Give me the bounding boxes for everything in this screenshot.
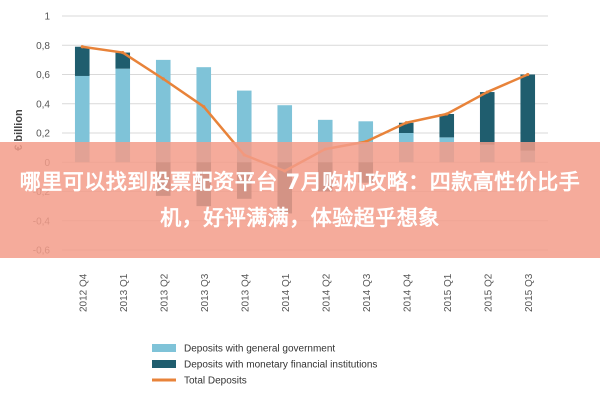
total-deposits-point	[404, 121, 408, 125]
bar-monetary-institutions	[398, 122, 414, 133]
x-tick-label: 2014 Q3	[362, 273, 373, 312]
x-tick-label: 2015 Q3	[524, 273, 535, 312]
y-tick-label: 1	[44, 12, 50, 23]
total-deposits-point	[121, 50, 125, 55]
x-tick-label: 2014 Q2	[321, 273, 332, 312]
y-axis-title: € billion	[13, 109, 25, 151]
legend-swatch	[152, 360, 176, 368]
x-tick-label: 2013 Q2	[159, 273, 170, 312]
total-deposits-point	[80, 45, 84, 49]
banner-text: 哪里可以找到股票配资平台 7月购机攻略：四款高性价比手机，好评满满，体验超乎想象	[19, 170, 581, 230]
total-deposits-point	[485, 90, 489, 94]
legend-label: Deposits with monetary financial institu…	[184, 360, 377, 371]
bar-monetary-institutions	[74, 46, 90, 76]
x-tick-label: 2014 Q1	[281, 273, 292, 312]
y-tick-label: 0,4	[36, 99, 50, 110]
legend-swatch	[152, 344, 176, 352]
x-tick-label: 2014 Q4	[402, 273, 413, 312]
y-tick-label: 0,2	[36, 129, 50, 140]
bar-monetary-institutions	[115, 52, 131, 69]
legend-label: Deposits with general government	[184, 344, 335, 355]
total-deposits-point	[202, 105, 206, 109]
x-tick-label: 2013 Q4	[240, 273, 251, 312]
x-tick-label: 2015 Q2	[483, 273, 494, 312]
y-tick-label: 0,6	[36, 70, 50, 81]
bar-general-government	[115, 68, 131, 163]
total-deposits-point	[526, 72, 530, 77]
bar-monetary-institutions	[520, 74, 536, 151]
x-tick-label: 2013 Q3	[200, 273, 211, 312]
bar-general-government	[196, 67, 212, 163]
promo-banner: 哪里可以找到股票配资平台 7月购机攻略：四款高性价比手机，好评满满，体验超乎想象	[0, 142, 600, 258]
legend-label: Total Deposits	[184, 376, 247, 387]
x-tick-label: 2012 Q4	[78, 273, 89, 312]
total-deposits-point	[445, 112, 449, 116]
x-tick-label: 2013 Q1	[119, 273, 130, 312]
bar-monetary-institutions	[439, 113, 455, 138]
y-tick-label: 0,8	[36, 41, 50, 52]
bar-general-government	[74, 75, 90, 163]
bar-general-government	[155, 59, 171, 163]
legend: Deposits with general government Deposits…	[152, 344, 377, 387]
x-tick-label: 2015 Q1	[443, 273, 454, 312]
total-deposits-point	[161, 77, 165, 81]
bar-monetary-institutions	[479, 92, 495, 145]
x-axis-ticks: 2012 Q4 2013 Q1 2013 Q2 2013 Q3 2013 Q4 2014 …	[78, 273, 535, 312]
